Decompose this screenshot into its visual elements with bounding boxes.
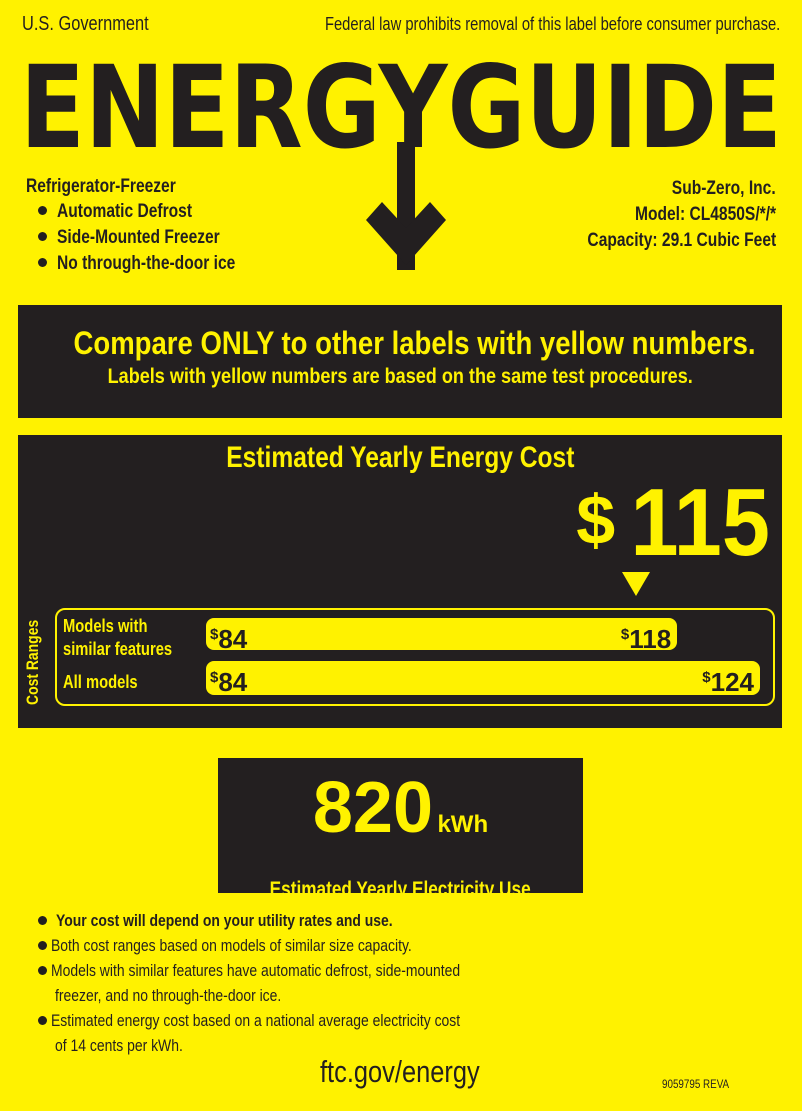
cost-title: Estimated Yearly Energy Cost (225, 441, 575, 474)
compare-banner: Compare ONLY to other labels with yellow… (18, 305, 782, 418)
electricity-label: Estimated Yearly Electricity Use (269, 878, 531, 901)
cost-ranges-label: Cost Ranges (23, 619, 42, 705)
range-bar-similar: $84 $118 (206, 618, 678, 654)
capacity: Capacity: 29.1 Cubic Feet (587, 230, 776, 251)
cost-pointer-icon (621, 572, 650, 596)
compare-headline: Compare ONLY to other labels with yellow… (73, 325, 756, 361)
cost-ranges-frame (55, 608, 775, 706)
bullet-icon (38, 916, 47, 926)
feature-item: Automatic Defrost (24, 199, 274, 225)
range-bar-all: $84 $124 (206, 661, 760, 697)
note-item: Your cost will depend on your utility ra… (38, 908, 550, 933)
bullet-icon (38, 206, 47, 216)
bullet-icon (38, 258, 47, 268)
label-code: 9059795 REVA (662, 1077, 730, 1091)
electricity-panel: 820 kWh Estimated Yearly Electricity Use (218, 758, 583, 901)
bullet-icon (38, 1016, 47, 1026)
feature-item: Side-Mounted Freezer (24, 225, 274, 251)
ftc-link[interactable]: ftc.gov/energy (320, 1054, 480, 1089)
manufacturer: Sub-Zero, Inc. (672, 178, 776, 199)
arrow-down-icon (366, 142, 446, 270)
range-label-all: All models (63, 672, 138, 692)
bullet-icon (38, 966, 47, 976)
manufacturer-info: Sub-Zero, Inc. Model: CL4850S/*/* Capaci… (546, 176, 776, 254)
range-low: $84 (210, 624, 248, 654)
model-number: Model: CL4850S/*/* (634, 204, 776, 225)
energyguide-logo: ENERGYGUIDE (20, 50, 782, 270)
cost-panel: Estimated Yearly Energy Cost $115 Cost R… (18, 435, 782, 728)
feature-item: No through-the-door ice (24, 251, 274, 277)
notes-list: Your cost will depend on your utility ra… (38, 908, 550, 1058)
range-low: $84 (210, 667, 248, 697)
product-type: Refrigerator-Freezer (26, 176, 176, 197)
compare-subline: Labels with yellow numbers are based on … (107, 365, 693, 388)
note-item: Estimated energy cost based on a nationa… (38, 1008, 550, 1033)
range-label-similar: Models with similar features (63, 616, 173, 659)
note-item: Both cost ranges based on models of simi… (38, 933, 550, 958)
government-label: U.S. Government (22, 13, 149, 35)
range-high: $118 (620, 624, 672, 654)
cost-value: $115 (576, 469, 770, 576)
bullet-icon (38, 232, 47, 242)
removal-warning: Federal law prohibits removal of this la… (324, 14, 780, 34)
bullet-icon (38, 941, 47, 951)
note-item: of 14 cents per kWh. (55, 1036, 183, 1055)
note-item: Models with similar features have automa… (38, 958, 550, 983)
feature-list: Automatic Defrost Side-Mounted Freezer N… (24, 199, 274, 277)
range-high: $124 (702, 667, 754, 697)
electricity-value: 820 kWh (312, 768, 489, 848)
note-item: freezer, and no through-the-door ice. (55, 986, 282, 1005)
